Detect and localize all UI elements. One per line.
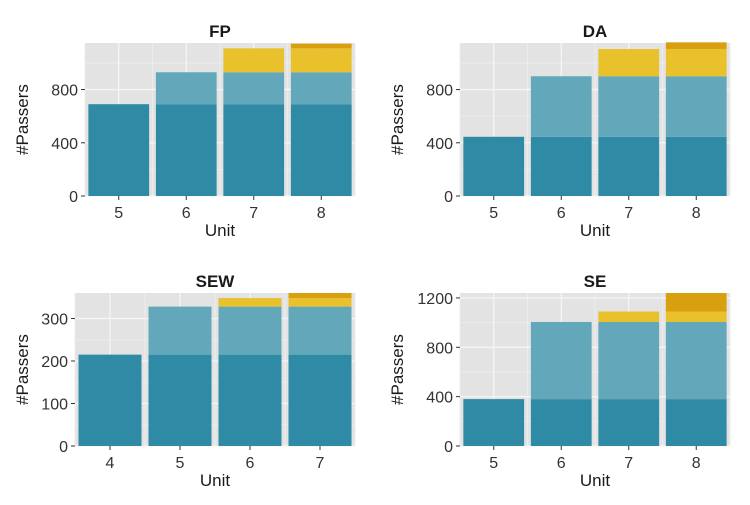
y-tick-label: 1200 <box>417 291 453 308</box>
y-tick-label: 800 <box>51 83 78 100</box>
bar-segment-3-unit-7 <box>598 311 660 322</box>
x-tick-label: 7 <box>249 205 258 222</box>
bar-segment-4-unit-8 <box>665 42 727 49</box>
bar-segment-1-unit-5 <box>463 136 525 196</box>
bar-segment-3-unit-8 <box>290 48 352 73</box>
bar-segment-4-unit-8 <box>665 293 727 312</box>
bar-segment-3-unit-6 <box>218 298 282 307</box>
bar-segment-4-unit-8 <box>290 43 352 49</box>
y-tick-label: 0 <box>59 439 68 456</box>
x-axis-title: Unit <box>580 471 611 490</box>
bar-segment-1-unit-4 <box>78 354 142 446</box>
y-tick-label: 300 <box>41 312 68 329</box>
y-tick-label: 400 <box>51 136 78 153</box>
x-tick-label: 6 <box>182 205 191 222</box>
bar-segment-2-unit-7 <box>598 76 660 137</box>
x-tick-label: 6 <box>246 455 255 472</box>
x-tick-label: 5 <box>489 455 498 472</box>
bar-segment-1-unit-8 <box>290 104 352 196</box>
y-axis-title: #Passers <box>388 84 407 155</box>
bar-segment-1-unit-7 <box>598 399 660 446</box>
bar-segment-1-unit-5 <box>88 104 150 196</box>
panel-title: DA <box>583 22 608 41</box>
y-tick-label: 0 <box>69 189 78 206</box>
y-tick-label: 400 <box>426 136 453 153</box>
panel-fp: 0 400 800 5 6 7 8 FP Unit #Passers <box>13 22 356 240</box>
bar-segment-3-unit-8 <box>665 48 727 77</box>
panel-title: SEW <box>196 272 236 291</box>
y-tick-label: 400 <box>426 390 453 407</box>
bar-segment-2-unit-8 <box>665 76 727 137</box>
bar-segment-2-unit-6 <box>530 321 592 400</box>
y-axis-title: #Passers <box>13 334 32 405</box>
bar-segment-3-unit-7 <box>598 48 660 77</box>
y-axis-title: #Passers <box>388 334 407 405</box>
bar-segment-1-unit-7 <box>223 104 285 196</box>
x-axis-title: Unit <box>205 221 236 240</box>
bar-segment-1-unit-7 <box>288 354 352 446</box>
y-tick-label: 800 <box>426 83 453 100</box>
x-tick-label: 5 <box>176 455 185 472</box>
y-tick-label: 200 <box>41 354 68 371</box>
panel-se: 0 400 800 1200 5 6 7 8 SE Unit #Passers <box>388 272 731 490</box>
y-tick-label: 100 <box>41 397 68 414</box>
x-tick-label: 5 <box>114 205 123 222</box>
bar-segment-1-unit-6 <box>218 354 282 446</box>
bar-segment-2-unit-6 <box>530 76 592 137</box>
y-tick-label: 800 <box>426 340 453 357</box>
x-tick-label: 7 <box>624 455 633 472</box>
bar-segment-2-unit-6 <box>218 306 282 355</box>
bar-segment-1-unit-5 <box>148 354 212 446</box>
bar-segment-3-unit-7 <box>223 48 285 73</box>
x-tick-label: 4 <box>106 455 115 472</box>
bar-segment-3-unit-7 <box>288 298 352 307</box>
bar-segment-2-unit-6 <box>155 72 217 105</box>
bar-segment-3-unit-8 <box>665 311 727 322</box>
x-tick-label: 6 <box>557 205 566 222</box>
bar-segment-4-unit-7 <box>288 293 352 299</box>
panel-sew: 0 100 200 300 4 5 6 7 SEW Unit #Passers <box>13 272 356 490</box>
x-axis-title: Unit <box>200 471 231 490</box>
x-axis-title: Unit <box>580 221 611 240</box>
y-axis-title: #Passers <box>13 84 32 155</box>
panel-title: FP <box>209 22 231 41</box>
bar-segment-2-unit-8 <box>665 321 727 400</box>
x-tick-label: 6 <box>557 455 566 472</box>
bar-segment-2-unit-5 <box>148 306 212 355</box>
bar-segment-2-unit-7 <box>223 72 285 105</box>
y-tick-label: 0 <box>444 439 453 456</box>
panel-title: SE <box>584 272 607 291</box>
x-tick-label: 7 <box>316 455 325 472</box>
bar-segment-1-unit-8 <box>665 136 727 196</box>
bar-segment-1-unit-7 <box>598 136 660 196</box>
bar-segment-2-unit-7 <box>288 306 352 355</box>
y-tick-label: 0 <box>444 189 453 206</box>
bar-segment-1-unit-6 <box>155 104 217 196</box>
bar-segment-2-unit-7 <box>598 321 660 400</box>
bar-segment-1-unit-8 <box>665 399 727 446</box>
x-tick-label: 8 <box>692 455 701 472</box>
bar-segment-1-unit-5 <box>463 399 525 446</box>
x-tick-label: 7 <box>624 205 633 222</box>
bar-segment-1-unit-6 <box>530 136 592 196</box>
bar-segment-2-unit-8 <box>290 72 352 105</box>
x-tick-label: 8 <box>692 205 701 222</box>
panel-da: 0 400 800 5 6 7 8 DA Unit #Passers <box>388 22 731 240</box>
x-tick-label: 5 <box>489 205 498 222</box>
x-tick-label: 8 <box>317 205 326 222</box>
bar-segment-1-unit-6 <box>530 399 592 446</box>
